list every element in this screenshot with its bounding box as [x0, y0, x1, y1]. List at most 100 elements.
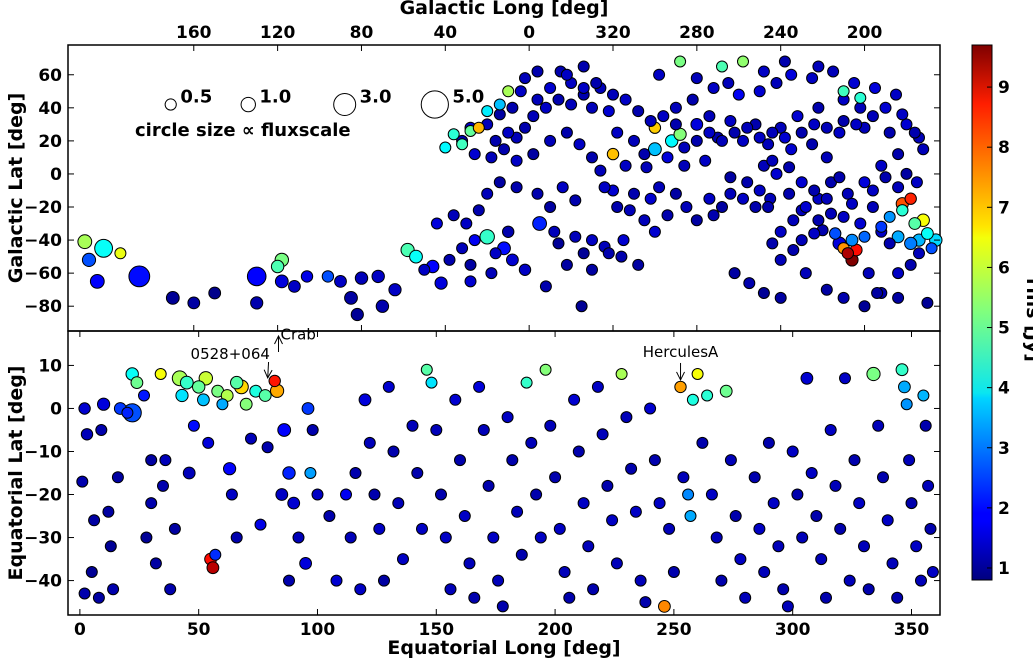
data-point [552, 93, 565, 106]
data-point [454, 454, 466, 467]
data-point [766, 126, 779, 139]
data-point [812, 60, 825, 73]
y-tick-label: −40 [24, 572, 62, 592]
data-point [493, 176, 506, 189]
data-point [799, 201, 812, 213]
data-point [111, 471, 124, 484]
data-point [667, 566, 680, 578]
data-point [900, 118, 913, 131]
data-point [590, 77, 603, 89]
data-point [80, 428, 94, 441]
data-point [611, 201, 624, 213]
data-point [833, 171, 846, 184]
data-point [791, 488, 804, 501]
data-point [678, 159, 691, 172]
data-point [719, 384, 733, 398]
data-point [653, 181, 666, 194]
data-point [531, 187, 544, 200]
data-point [883, 210, 896, 223]
data-point [837, 210, 850, 223]
data-point [539, 101, 552, 114]
data-point [577, 82, 590, 94]
data-point [629, 505, 642, 518]
data-point [871, 287, 884, 299]
data-point [778, 131, 791, 144]
data-point [373, 522, 386, 535]
x-tick-label: 240 [763, 23, 799, 43]
data-point [587, 583, 600, 596]
data-point [795, 126, 808, 139]
data-point [460, 217, 473, 230]
x-tick-label: 200 [847, 23, 883, 43]
data-point [663, 522, 676, 535]
data-point [569, 194, 582, 207]
data-point [796, 531, 809, 544]
data-point [288, 280, 301, 293]
data-point [572, 445, 585, 458]
data-point [575, 300, 588, 313]
data-point [586, 234, 598, 247]
data-point [598, 181, 611, 194]
data-point [406, 419, 419, 432]
x-tick-label: 150 [419, 620, 455, 640]
data-point [827, 65, 840, 78]
data-point [875, 159, 888, 172]
data-point [282, 466, 296, 480]
data-point [606, 514, 619, 527]
data-point [661, 151, 674, 164]
data-point [447, 209, 460, 222]
data-point [354, 583, 367, 596]
data-point [530, 488, 543, 501]
data-point [716, 134, 728, 147]
data-point [444, 583, 457, 596]
data-point [197, 393, 210, 407]
data-point [707, 209, 720, 222]
data-point [387, 445, 400, 458]
data-point [848, 77, 861, 89]
data-point [292, 531, 305, 544]
x-tick-label: 300 [775, 620, 811, 640]
data-point [653, 68, 666, 81]
data-point [728, 126, 741, 139]
data-point [283, 574, 295, 587]
data-point [625, 462, 638, 475]
galactic-points [77, 55, 943, 322]
data-point [845, 233, 859, 247]
data-point [519, 121, 531, 134]
data-point [762, 201, 775, 213]
data-point [644, 192, 657, 205]
data-point [208, 286, 222, 300]
y-tick-label: −40 [24, 231, 62, 251]
data-point [602, 247, 615, 260]
data-point [737, 192, 749, 205]
data-point [770, 77, 783, 89]
data-point [898, 380, 911, 394]
data-point [411, 467, 424, 479]
data-point [669, 101, 682, 114]
data-point [606, 147, 620, 161]
data-point [729, 510, 742, 522]
data-point [690, 118, 704, 131]
data-point [808, 227, 821, 240]
colorbar-tick-label: 2 [998, 499, 1010, 519]
data-point [724, 454, 737, 467]
data-point [97, 397, 111, 411]
data-point [482, 479, 495, 492]
size-legend-circle [333, 93, 357, 117]
data-point [268, 374, 281, 388]
data-point [456, 242, 469, 255]
data-point [418, 263, 431, 276]
data-point [896, 108, 909, 121]
data-point [311, 488, 324, 501]
data-point [690, 134, 703, 147]
data-point [805, 467, 818, 479]
y-tick-label: −20 [24, 198, 62, 218]
annotation-arrowhead [676, 371, 685, 382]
data-point [619, 93, 632, 106]
data-point [582, 540, 595, 553]
data-point [544, 419, 557, 432]
data-point [908, 126, 921, 139]
data-point [344, 291, 358, 305]
data-point [615, 250, 628, 263]
